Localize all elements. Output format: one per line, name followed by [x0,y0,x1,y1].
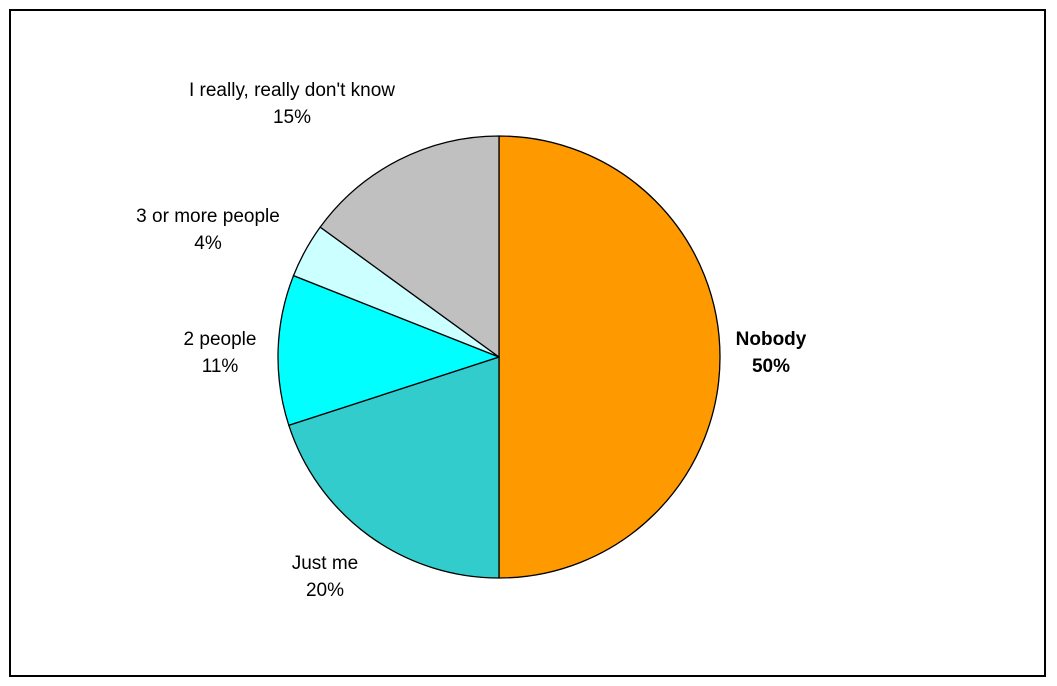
slice-label-just-me: Just me 20% [291,553,359,601]
slice-label-nobody: Nobody 50% [735,329,807,377]
pie-slice-i-really-really-don-t-know [319,135,500,358]
slice-label-3-or-more-people: 3 or more people 4% [136,206,280,254]
pie-slice-2-people [277,274,500,426]
slice-label-dont-know: I really, really don't know 15% [188,80,396,128]
pie-slice-nobody [498,135,721,579]
pie-slice-just-me [288,356,500,579]
slice-label-2-people: 2 people 11% [183,329,257,377]
